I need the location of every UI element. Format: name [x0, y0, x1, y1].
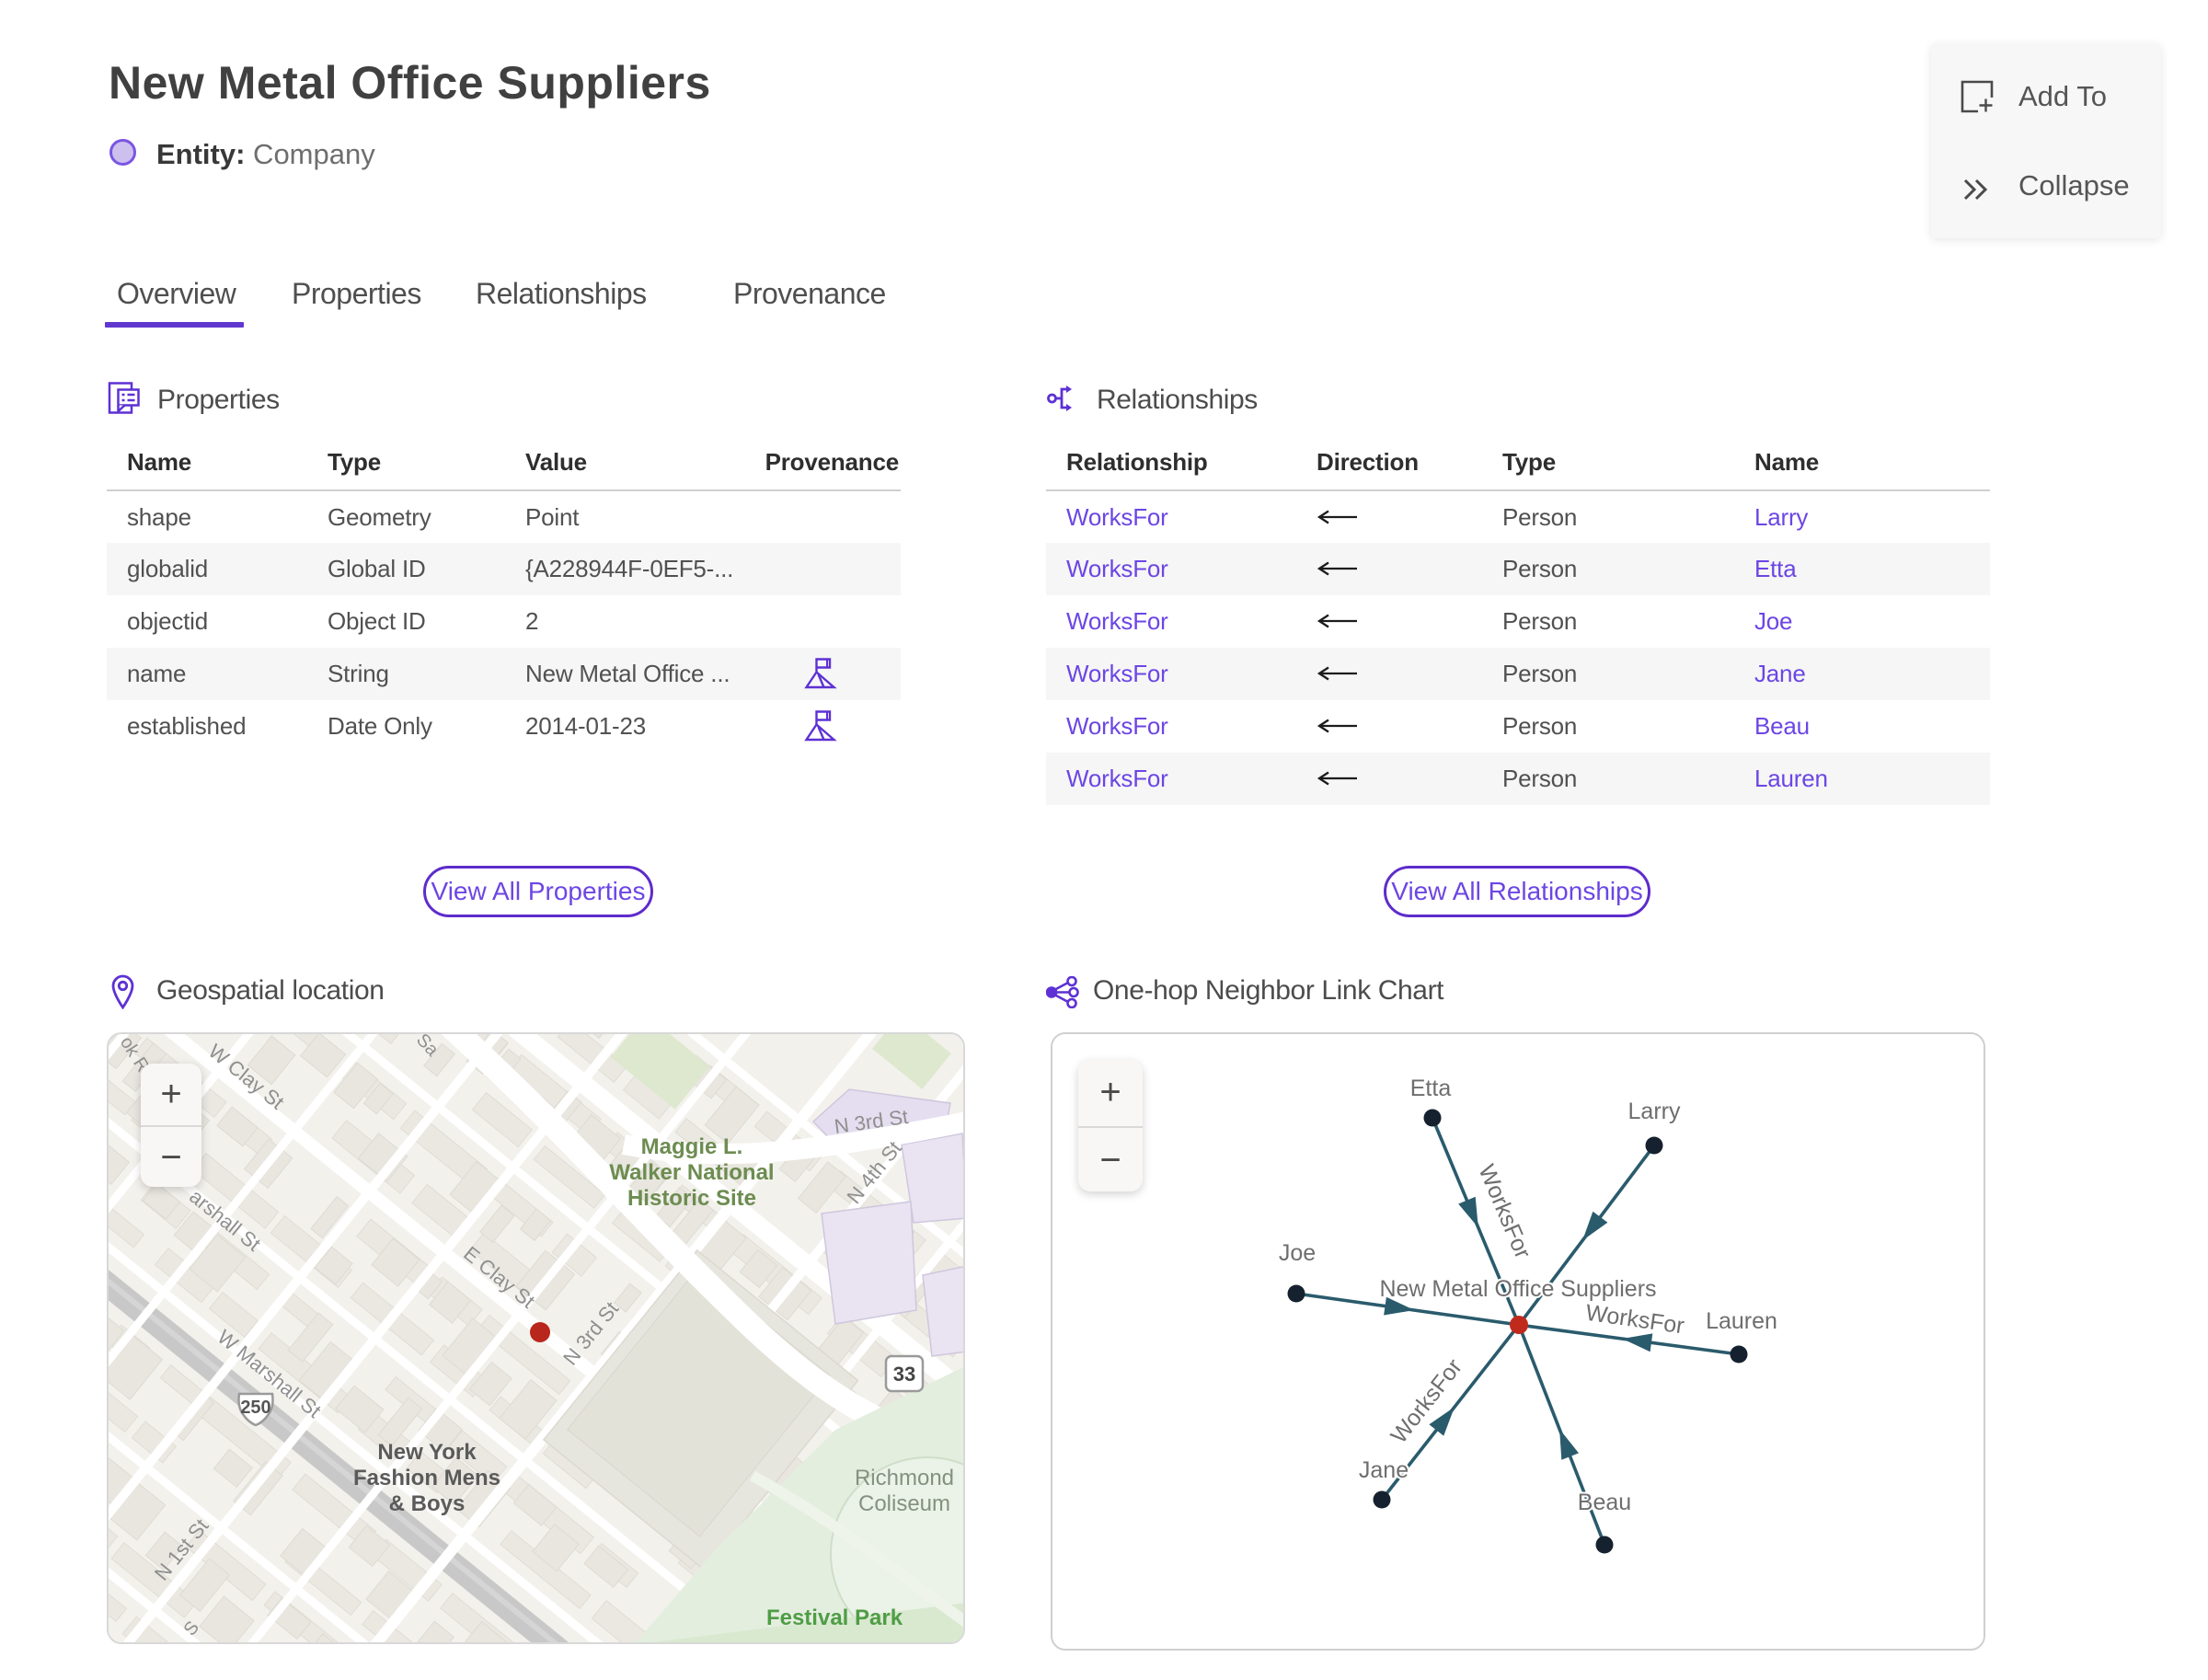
svg-text:& Boys: & Boys [389, 1491, 466, 1516]
svg-text:Fashion Mens: Fashion Mens [353, 1466, 500, 1490]
svg-text:250: 250 [240, 1398, 270, 1418]
svg-text:Historic Site: Historic Site [627, 1186, 756, 1211]
svg-text:Etta: Etta [1410, 1076, 1452, 1101]
svg-text:Joe: Joe [1279, 1240, 1316, 1266]
svg-text:Beau: Beau [1578, 1490, 1631, 1515]
svg-text:Maggie L.: Maggie L. [641, 1134, 743, 1159]
svg-text:Coliseum: Coliseum [858, 1491, 950, 1516]
svg-text:Larry: Larry [1628, 1099, 1681, 1124]
svg-text:New York: New York [377, 1440, 477, 1465]
svg-text:Lauren: Lauren [1706, 1308, 1777, 1334]
svg-text:New Metal Office Suppliers: New Metal Office Suppliers [1379, 1276, 1656, 1302]
svg-text:33: 33 [893, 1363, 915, 1386]
svg-text:Festival Park: Festival Park [766, 1605, 903, 1630]
svg-text:Jane: Jane [1359, 1457, 1409, 1483]
svg-text:Richmond: Richmond [855, 1466, 954, 1490]
svg-text:Walker National: Walker National [609, 1160, 774, 1185]
